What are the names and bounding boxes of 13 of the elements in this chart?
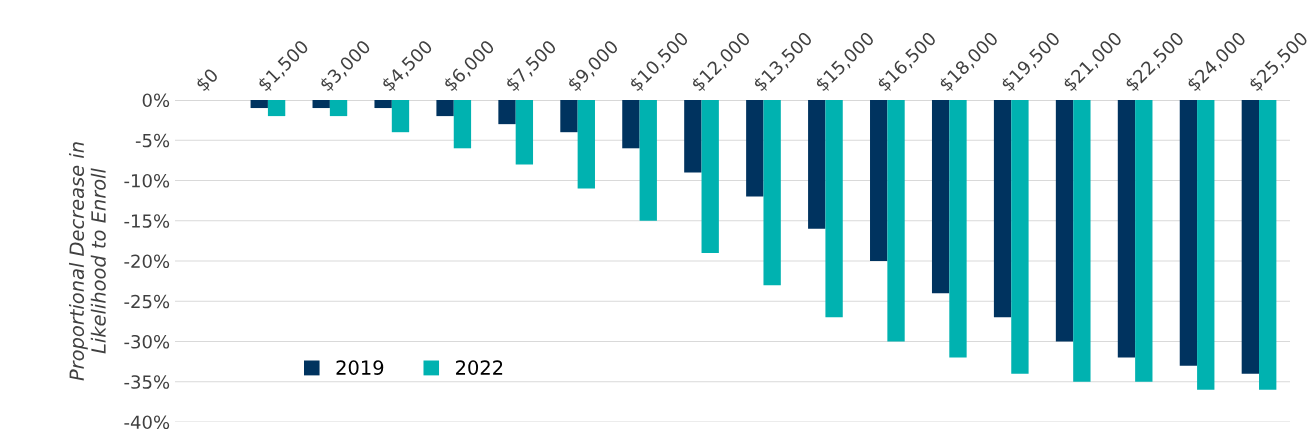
y-tick-label: -10% bbox=[124, 173, 170, 188]
y-tick-label: -40% bbox=[124, 415, 170, 430]
y-tick-label: 0% bbox=[142, 93, 170, 108]
y-tick-label: -20% bbox=[124, 254, 170, 269]
y-tick-label: -25% bbox=[124, 294, 170, 309]
x-tick-label: $0 bbox=[194, 67, 221, 94]
y-tick-label: -5% bbox=[135, 133, 170, 148]
y-tick-label: -30% bbox=[124, 334, 170, 349]
y-tick-label: -15% bbox=[124, 214, 170, 228]
y-tick-label: -35% bbox=[124, 375, 170, 389]
y-axis-title: Proportional Decrease in Likelihood to Enroll bbox=[69, 142, 106, 381]
legend-label: 2019 bbox=[336, 360, 384, 375]
legend-label: 2022 bbox=[456, 360, 503, 375]
